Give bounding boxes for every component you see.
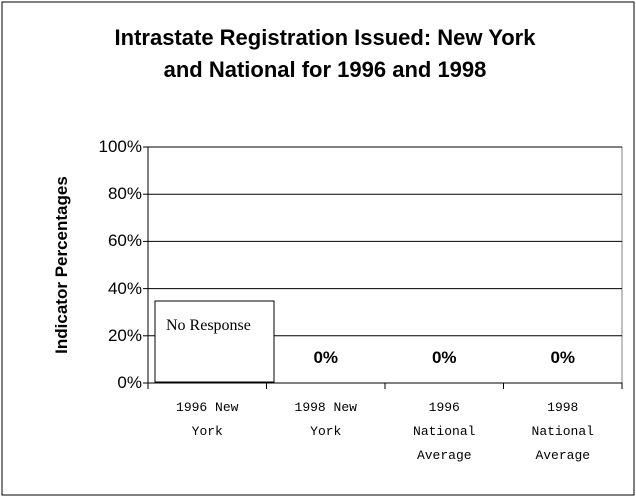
annotation: No Response: [166, 317, 251, 334]
x-tick-label: 1998 National Average: [531, 400, 594, 463]
value-label: 0%: [431, 348, 457, 367]
y-tick-label: 100%: [98, 137, 142, 156]
y-tick-label: 20%: [107, 325, 142, 345]
y-tick-label: 0%: [117, 373, 142, 392]
x-tick-label: 1998 New York: [294, 400, 357, 439]
y-axis-label: Indicator Percentages: [52, 176, 71, 354]
value-label: 0%: [550, 348, 576, 367]
value-label: 0%: [313, 348, 339, 367]
y-tick-label: 40%: [107, 278, 142, 298]
chart-title: Intrastate Registration Issued: New York…: [114, 25, 536, 82]
x-tick-label: 1996 New York: [176, 400, 239, 439]
y-tick-label: 60%: [107, 231, 142, 251]
x-tick-label: 1996 National Average: [413, 400, 476, 463]
y-tick-label: 80%: [107, 184, 142, 204]
annotation-box: [154, 300, 275, 383]
